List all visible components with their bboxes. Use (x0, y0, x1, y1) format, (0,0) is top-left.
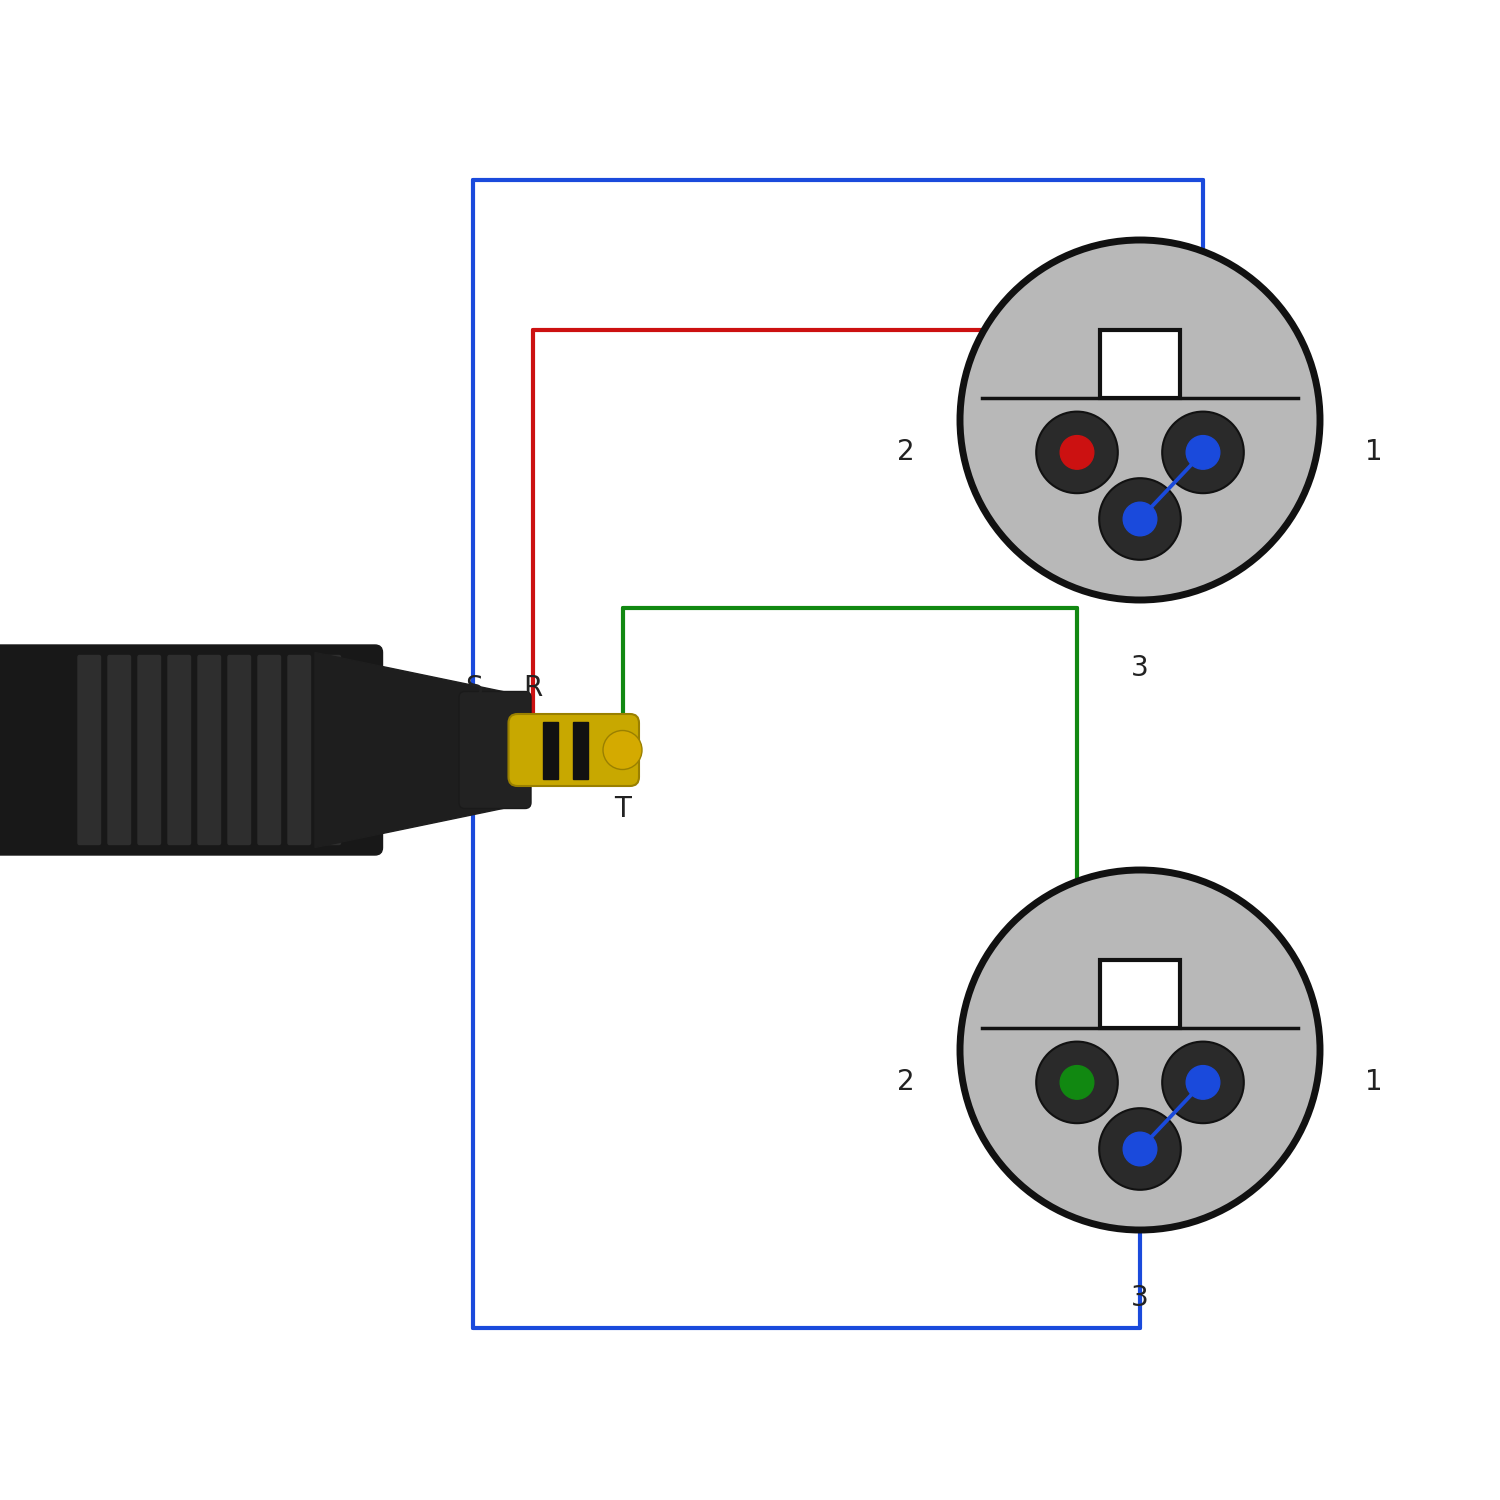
Text: 1: 1 (1365, 438, 1383, 466)
Circle shape (1186, 1065, 1219, 1100)
Bar (1101, 330, 1179, 399)
Text: 2: 2 (897, 438, 915, 466)
FancyBboxPatch shape (138, 656, 160, 844)
Circle shape (1162, 411, 1244, 494)
FancyBboxPatch shape (78, 656, 101, 844)
FancyBboxPatch shape (509, 714, 639, 786)
Circle shape (1124, 1132, 1156, 1166)
Text: T: T (614, 795, 632, 824)
Circle shape (1060, 435, 1094, 470)
FancyBboxPatch shape (198, 656, 220, 844)
Polygon shape (315, 652, 510, 847)
FancyBboxPatch shape (318, 656, 340, 844)
Text: 2: 2 (897, 1068, 915, 1096)
FancyBboxPatch shape (0, 645, 382, 855)
Circle shape (1036, 411, 1118, 494)
Text: 3: 3 (1131, 654, 1149, 682)
Bar (573, 722, 588, 778)
Circle shape (1100, 478, 1180, 560)
Circle shape (1100, 1108, 1180, 1190)
FancyBboxPatch shape (459, 692, 531, 808)
Circle shape (1060, 1065, 1094, 1100)
Bar (543, 722, 558, 778)
FancyBboxPatch shape (258, 656, 280, 844)
FancyBboxPatch shape (168, 656, 190, 844)
Text: 1: 1 (1365, 1068, 1383, 1096)
Bar (1101, 960, 1179, 1029)
FancyBboxPatch shape (288, 656, 310, 844)
Circle shape (1186, 435, 1219, 470)
FancyBboxPatch shape (228, 656, 251, 844)
FancyBboxPatch shape (108, 656, 130, 844)
Text: R: R (524, 674, 542, 702)
Circle shape (1162, 1041, 1244, 1124)
Circle shape (960, 870, 1320, 1230)
Circle shape (1124, 503, 1156, 536)
Text: 3: 3 (1131, 1284, 1149, 1312)
Circle shape (960, 240, 1320, 600)
Text: S: S (465, 674, 483, 702)
Circle shape (1036, 1041, 1118, 1124)
Circle shape (603, 730, 642, 770)
